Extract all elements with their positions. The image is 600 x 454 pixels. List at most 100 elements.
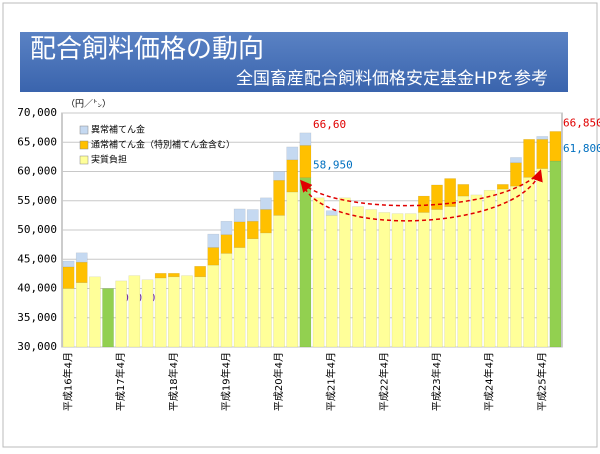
bar-segment: [325, 215, 338, 348]
bar-segment: [536, 139, 549, 169]
x-tick-label: 平成16年4月: [62, 352, 75, 411]
x-tick-label: 平成20年4月: [272, 352, 285, 411]
bar-segment: [220, 253, 233, 348]
bar-segment: [233, 208, 246, 223]
y-tick-label: 45,000: [17, 252, 57, 265]
bar-segment: [207, 247, 220, 266]
bar-segment: [549, 160, 562, 348]
bar-segment: [312, 197, 325, 348]
bar-segment: [352, 206, 364, 348]
value-label: 58,950: [313, 159, 353, 172]
legend-swatch: [79, 125, 89, 135]
y-tick-label: 70,000: [17, 106, 57, 119]
bar-segment: [273, 180, 285, 216]
bar-segment: [418, 212, 430, 348]
bar-segment: [246, 220, 259, 240]
bar-segment: [273, 215, 285, 348]
bar-segment: [378, 212, 391, 348]
bar-segment: [89, 276, 101, 348]
title: 配合飼料価格の動向: [30, 35, 264, 65]
x-tick-label: 平成22年4月: [377, 352, 390, 411]
value-label: 61,800: [563, 142, 600, 155]
x-tick-label: 平成17年4月: [114, 352, 127, 411]
bar-segment: [154, 277, 167, 348]
bar-segment: [457, 195, 470, 348]
bar-segment: [431, 209, 443, 348]
y-tick-label: 55,000: [17, 194, 57, 207]
total-label: 66,60: [313, 118, 346, 131]
bar-segment: [62, 266, 75, 289]
bar-segment: [194, 266, 206, 278]
bar-segment: [181, 275, 193, 348]
bar-segment: [286, 191, 299, 348]
bar-segment: [444, 206, 456, 348]
x-tick-label: 平成23年4月: [430, 352, 443, 411]
bar-segment: [246, 209, 259, 222]
bar-segment: [233, 247, 246, 348]
bar-segment: [168, 276, 180, 348]
x-tick-label: 平成21年4月: [325, 352, 338, 411]
bar-segment: [496, 184, 509, 190]
bar-segment: [418, 195, 430, 213]
bar-segment: [75, 282, 88, 348]
total-label: 66,850: [563, 116, 600, 129]
bar-segment: [273, 171, 285, 181]
bar-segment: [496, 188, 509, 348]
bar-segment: [128, 275, 141, 348]
bar-segment: [299, 132, 312, 146]
bar-segment: [207, 264, 220, 348]
bar-segment: [75, 261, 88, 283]
bar-segment: [510, 162, 522, 187]
bar-segment: [365, 209, 378, 348]
bar-segment: [536, 168, 549, 348]
bar-segment: [523, 139, 535, 178]
bar-segment: [286, 146, 299, 161]
bar-segment: [260, 197, 272, 210]
x-tick-label: 平成24年4月: [483, 352, 496, 411]
bar-segment: [391, 213, 404, 348]
bar-segment: [260, 232, 272, 348]
x-tick-label: 平成19年4月: [219, 352, 232, 411]
bar-segment: [220, 220, 233, 235]
x-tick-label: 平成25年4月: [535, 352, 548, 411]
bar-segment: [444, 178, 456, 207]
y-tick-label: 30,000: [17, 340, 57, 353]
bar-segment: [536, 136, 549, 140]
bar-segment: [62, 260, 75, 268]
legend-label: 通常補てん金（特別補てん金含む）: [91, 139, 235, 151]
y-tick-label: 40,000: [17, 282, 57, 295]
bar-segment: [75, 252, 88, 263]
bar-segment: [431, 184, 443, 210]
y-tick-label: 60,000: [17, 165, 57, 178]
bar-segment: [457, 184, 470, 197]
legend-swatch: [79, 140, 89, 150]
bar-segment: [483, 189, 496, 348]
bar-segment: [510, 157, 522, 163]
bar-segment: [510, 185, 522, 348]
x-tick-label: 平成18年4月: [167, 352, 180, 411]
bar-segment: [220, 234, 233, 254]
legend-swatch: [79, 155, 89, 165]
bar-segment: [233, 221, 246, 248]
bar-segment: [141, 279, 154, 348]
bar-segment: [115, 280, 128, 348]
bar-segment: [207, 233, 220, 248]
y-tick-label: 35,000: [17, 311, 57, 324]
plot: 30,000 35,000 40,000 45,000 50,000 55,000 60,0…: [17, 106, 600, 411]
bar-segment: [299, 145, 312, 178]
bar-segment: [523, 177, 535, 348]
legend-label: 異常補てん金: [91, 124, 145, 136]
title-banner: [20, 32, 568, 92]
y-tick-label: 50,000: [17, 223, 57, 236]
bar-segment: [62, 288, 75, 348]
bar-segment: [549, 131, 562, 162]
bar-segment: [154, 273, 167, 279]
bar-segment: [404, 213, 417, 348]
bar-segment: [325, 210, 338, 216]
bar-segment: [260, 209, 272, 234]
bar-segment: [339, 197, 351, 348]
arrow: [301, 169, 543, 222]
bar-segment: [168, 273, 180, 278]
